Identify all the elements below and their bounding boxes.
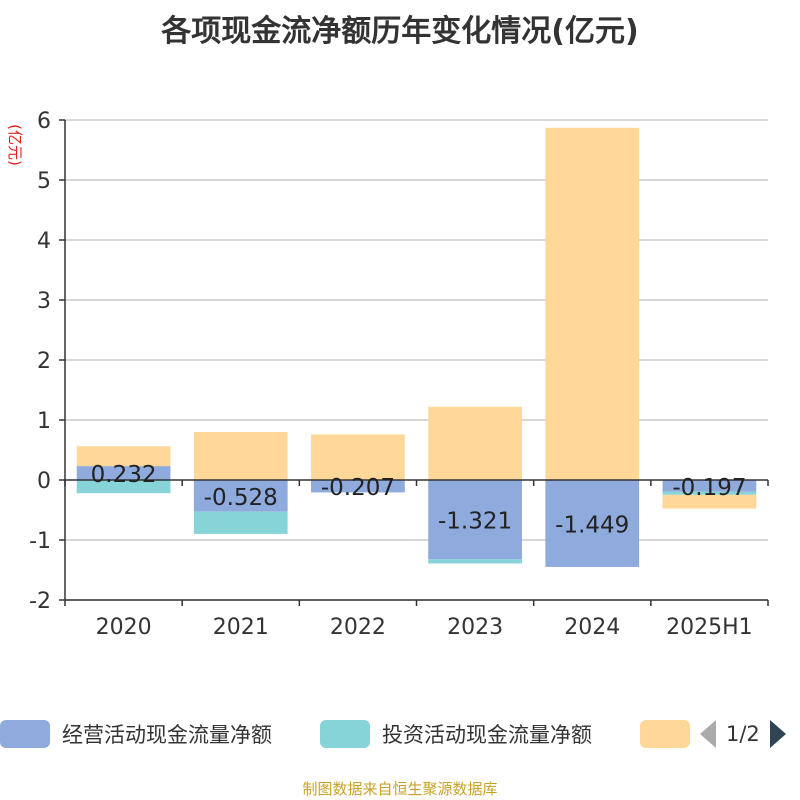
bar-layer: [76, 127, 757, 567]
data-label-2021: -0.528: [204, 485, 278, 511]
legend-label-operating: 经营活动现金流量净额: [62, 723, 272, 747]
bar-2024-series-0[interactable]: [545, 480, 640, 567]
y-tick-label: 4: [37, 229, 51, 254]
data-label-2024: -1.449: [555, 512, 629, 538]
legend-next-page-icon[interactable]: [769, 720, 786, 748]
legend-swatch-investing: [320, 720, 370, 748]
bar-2020-series-0[interactable]: [76, 466, 171, 480]
chart-plot: -2 -1 0 1 2 3 4 5 6 2020 2021 2022 2023 2024 2025H1 0.…: [6, 109, 769, 640]
legend-swatch-operating: [0, 720, 50, 748]
bar-2021-series-0[interactable]: [193, 480, 288, 512]
legend-item-operating[interactable]: 经营活动现金流量净额: [0, 719, 272, 749]
bar-2022-series-2[interactable]: [311, 434, 405, 480]
bar-2025H1-series-2[interactable]: [662, 494, 757, 509]
legend-page-indicator: 1/2: [726, 722, 760, 746]
bar-2023-series-2[interactable]: [428, 406, 522, 480]
data-label-2022: -0.207: [321, 475, 395, 501]
data-label-2025H1: -0.197: [672, 475, 746, 501]
bar-2020-series-2[interactable]: [76, 446, 171, 467]
x-tick-label-2021: 2021: [213, 615, 269, 640]
x-tick-label-2022: 2022: [330, 615, 386, 640]
y-tick-label: -1: [29, 529, 51, 554]
y-axis-label: (亿元): [6, 124, 24, 166]
bar-2025H1-series-1[interactable]: [662, 491, 757, 495]
bar-2021-series-2[interactable]: [193, 432, 288, 480]
bar-2023-series-0[interactable]: [428, 480, 522, 560]
data-label-layer: 0.232 -0.528 -0.207 -1.321 -1.449 -0.197: [91, 462, 747, 538]
bar-2025H1-series-0[interactable]: [662, 480, 757, 492]
grid-lines: [65, 119, 768, 601]
bar-2024-series-2[interactable]: [545, 127, 640, 481]
bar-2020-series-1[interactable]: [76, 480, 171, 494]
x-tick-label-2024: 2024: [564, 615, 620, 640]
y-tick-label: 0: [37, 469, 51, 494]
legend-pager: 1/2: [700, 719, 786, 749]
bar-2022-series-0[interactable]: [311, 480, 405, 493]
x-tick-label-2023: 2023: [447, 615, 503, 640]
source-note: 制图数据来自恒生聚源数据库: [302, 780, 498, 798]
legend-prev-page-icon[interactable]: [700, 720, 716, 748]
x-tick-label-2025H1: 2025H1: [666, 615, 753, 640]
y-tick-label: -2: [29, 589, 51, 614]
y-tick-label: 5: [37, 169, 51, 194]
x-tick-label-2020: 2020: [96, 615, 152, 640]
y-tick-label: 2: [37, 349, 51, 374]
legend: 经营活动现金流量净额 投资活动现金流量净额 1/2: [0, 713, 800, 757]
axis-layer: -2 -1 0 1 2 3 4 5 6 2020 2021 2022 2023 2024 2025H1: [29, 109, 769, 640]
legend-label-investing: 投资活动现金流量净额: [382, 723, 592, 747]
data-label-2023: -1.321: [438, 509, 512, 535]
y-tick-label: 1: [37, 409, 51, 434]
bar-2023-series-1[interactable]: [428, 559, 522, 564]
chart-title: 各项现金流净额历年变化情况(亿元): [161, 14, 639, 49]
y-tick-label: 3: [37, 289, 51, 314]
bar-2021-series-1[interactable]: [193, 511, 288, 534]
data-label-2020: 0.232: [91, 462, 157, 488]
y-tick-label: 6: [37, 109, 51, 134]
legend-item-investing[interactable]: 投资活动现金流量净额: [320, 719, 592, 749]
legend-swatch-financing: [640, 720, 690, 748]
legend-item-financing[interactable]: [640, 719, 702, 749]
